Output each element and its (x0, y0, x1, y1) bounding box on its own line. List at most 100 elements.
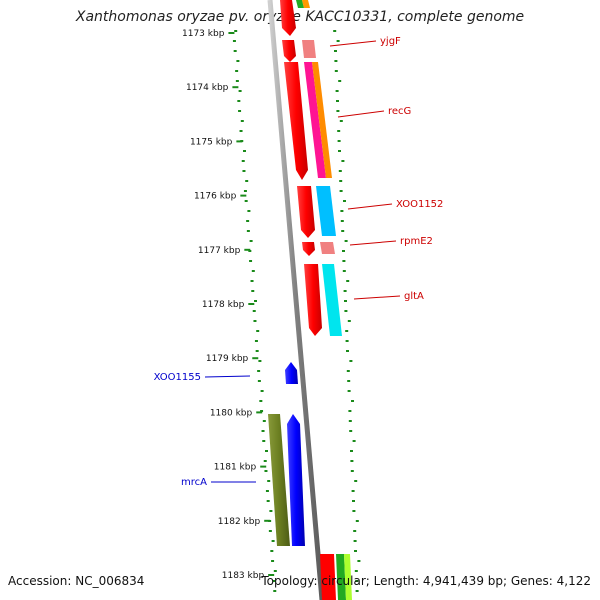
tick-label: 1173 kbp (182, 29, 225, 39)
gene-label-recG[interactable]: recG (388, 106, 411, 117)
tick-label: 1183 kbp (222, 571, 265, 581)
gc-tick (253, 320, 257, 322)
cds-arrow-yjgF[interactable] (282, 40, 296, 62)
gc-tick (235, 80, 239, 82)
gc-tick (238, 90, 242, 92)
gc-skew-tick (339, 180, 343, 182)
genome-summary-text: Topology: circular; Length: 4,941,439 bp… (261, 574, 591, 588)
gc-skew-tick (352, 500, 355, 502)
gc-skew-tick (345, 340, 349, 342)
gc-tick (269, 510, 273, 512)
cog-block (322, 264, 342, 336)
gc-tick (254, 300, 257, 302)
gene-label-leader (349, 240, 397, 246)
gc-tick (239, 130, 243, 132)
genome-backbone (267, 0, 325, 600)
gc-skew-tick (341, 160, 345, 162)
gc-tick (246, 220, 250, 222)
gc-tick (241, 160, 245, 162)
gene-label-gltA[interactable]: gltA (404, 291, 424, 302)
gc-tick (237, 100, 241, 102)
tick-label: 1176 kbp (194, 192, 237, 202)
gc-tick (259, 400, 263, 402)
gc-skew-track (333, 30, 361, 592)
cog-block (320, 554, 336, 600)
tick-label: 1174 kbp (186, 83, 229, 93)
gene-label-leader (204, 375, 251, 378)
gc-skew-tick (337, 130, 341, 132)
gc-skew-tick (355, 520, 359, 522)
gene-label-leader (353, 295, 401, 300)
gc-skew-tick (339, 120, 343, 122)
gc-skew-tick (357, 560, 361, 562)
gc-tick (263, 460, 267, 462)
tick-label: 1178 kbp (202, 300, 245, 310)
gc-tick (243, 190, 247, 192)
gc-skew-tick (354, 480, 358, 482)
cds-arrow[interactable] (280, 0, 296, 36)
gc-skew-tick (339, 190, 343, 192)
gc-skew-tick (353, 540, 357, 542)
gene-label-yjgF[interactable]: yjgF (380, 36, 401, 47)
gc-tick (252, 310, 256, 312)
gc-tick (254, 340, 258, 342)
cds-arrow-rpmE2[interactable] (302, 242, 315, 256)
gc-skew-tick (345, 330, 349, 332)
gc-tick (273, 590, 277, 592)
gc-tick (262, 440, 266, 442)
gc-tick (260, 390, 264, 392)
gc-skew-tick (344, 300, 347, 302)
gc-skew-tick (350, 470, 354, 472)
cog-block (336, 554, 346, 600)
gc-tick (271, 560, 275, 562)
cog-block (302, 0, 310, 8)
gene-label-leader (329, 40, 377, 47)
gc-skew-tick (338, 80, 342, 82)
gc-tick (244, 200, 248, 202)
gc-skew-tick (334, 70, 338, 72)
cds-arrow-XOO1155[interactable] (285, 362, 298, 384)
tick-label: 1182 kbp (218, 517, 261, 527)
gc-skew-tick (346, 370, 350, 372)
gc-tick (271, 540, 275, 542)
gene-label-rpmE2[interactable]: rpmE2 (400, 236, 433, 247)
gc-content-track (232, 30, 277, 592)
gc-tick (250, 280, 254, 282)
cog-block (312, 62, 332, 178)
tick-label: 1177 kbp (198, 246, 241, 256)
cog-block (302, 40, 316, 58)
forward-cds-track (280, 0, 322, 336)
gene-label-XOO1152[interactable]: XOO1152 (396, 199, 443, 210)
gc-skew-tick (335, 90, 339, 92)
gc-tick (233, 50, 237, 52)
cds-arrow-gltA[interactable] (304, 264, 322, 336)
gc-tick (257, 370, 261, 372)
tick-label: 1181 kbp (214, 463, 257, 473)
coordinate-ticks: 1173 kbp 1174 kbp 1175 kbp 1176 kbp 1177 kbp… (182, 29, 275, 581)
gc-skew-tick (343, 200, 346, 202)
gene-label-XOO1155[interactable]: XOO1155 (154, 372, 201, 383)
gc-skew-tick (338, 170, 342, 172)
gc-tick (255, 350, 259, 352)
gc-skew-tick (347, 320, 351, 322)
gc-skew-tick (350, 450, 353, 452)
gc-skew-tick (347, 380, 351, 382)
gc-skew-tick (344, 310, 348, 312)
gc-skew-tick (355, 580, 359, 582)
gene-labels: yjgF recG XOO1152 rpmE2 gltA XOO1155 mrcA (154, 36, 444, 488)
cog-block (296, 0, 304, 8)
gene-label-mrcA[interactable]: mrcA (181, 477, 207, 488)
cds-arrow-recG[interactable] (284, 62, 308, 180)
gc-skew-tick (352, 440, 356, 442)
tick-label: 1179 kbp (206, 354, 249, 364)
gc-tick (251, 270, 255, 272)
gc-tick (238, 110, 242, 112)
cds-arrow-XOO1152[interactable] (297, 186, 315, 238)
gc-skew-tick (348, 410, 352, 412)
gc-tick (245, 180, 249, 182)
gc-skew-tick (346, 350, 349, 352)
gc-tick (247, 210, 251, 212)
cds-arrow-mrcA[interactable] (287, 414, 305, 546)
gc-skew-tick (334, 50, 337, 52)
